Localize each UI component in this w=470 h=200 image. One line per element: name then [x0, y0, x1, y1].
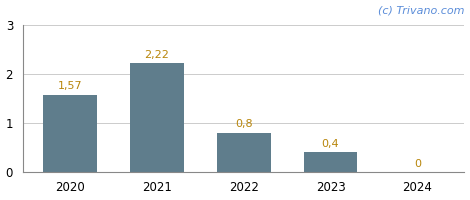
Bar [304, 152, 358, 172]
Text: 1,57: 1,57 [57, 81, 82, 91]
Text: 2,22: 2,22 [144, 50, 169, 60]
Text: 0,8: 0,8 [235, 119, 252, 129]
Bar [130, 63, 184, 172]
Text: 0: 0 [414, 159, 421, 169]
Bar [43, 95, 97, 172]
Text: (c) Trivano.com: (c) Trivano.com [378, 6, 464, 16]
Text: 0,4: 0,4 [321, 139, 339, 149]
Bar [217, 133, 271, 172]
